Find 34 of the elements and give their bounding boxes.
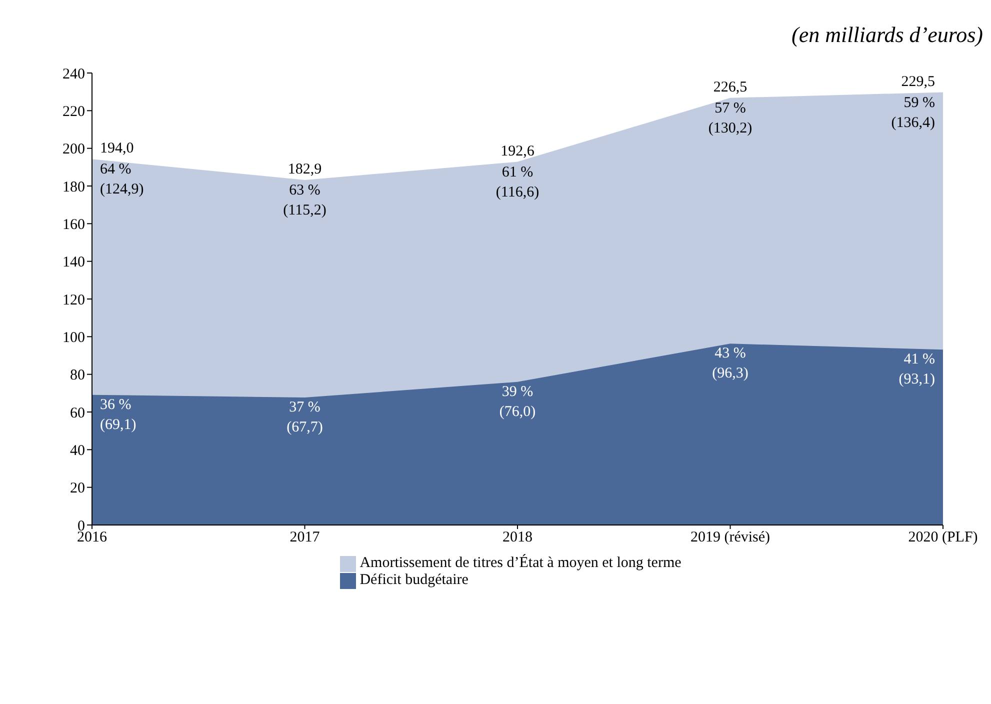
total-label: 182,9: [288, 162, 322, 178]
data-label: 41 % (93,1): [898, 352, 935, 388]
y-tick-label: 80: [70, 368, 85, 384]
y-tick-label: 180: [62, 179, 85, 196]
x-tick-label: 2019 (révisé): [690, 530, 770, 546]
data-label: 61 % (116,6): [496, 164, 540, 200]
x-tick-label: 2017: [290, 530, 320, 546]
data-label: 63 % (115,2): [283, 182, 326, 219]
data-label: 39 % (76,0): [499, 384, 536, 420]
legend-label: Amortissement de titres d’État à moyen et long terme: [360, 555, 682, 571]
data-label: 59 % (136,4): [891, 94, 935, 131]
total-label: 194,0: [100, 140, 134, 157]
y-tick-label: 20: [70, 480, 85, 497]
x-tick-label: 2018: [502, 530, 532, 546]
y-tick-label: 160: [62, 216, 85, 233]
total-label: 192,6: [500, 143, 535, 160]
y-tick-label: 100: [62, 330, 85, 346]
data-label: 57 % (130,2): [708, 100, 752, 136]
total-label: 229,5: [901, 74, 935, 90]
y-tick-label: 240: [62, 66, 85, 82]
x-tick-label: 2020 (PLF): [908, 530, 978, 546]
total-label: 226,5: [713, 79, 748, 96]
data-label: 36 % (69,1): [100, 396, 136, 433]
y-tick-label: 200: [62, 142, 85, 158]
data-label: 43 % (96,3): [712, 346, 748, 382]
data-label: 37 % (67,7): [286, 400, 323, 436]
text: (en milliards d’euros): [792, 22, 983, 48]
y-tick-label: 40: [70, 442, 85, 459]
y-tick-label: 220: [62, 104, 85, 120]
y-tick-label: 140: [62, 254, 85, 271]
y-tick-label: 120: [62, 292, 85, 308]
legend-label: Déficit budgétaire: [360, 572, 468, 588]
y-tick-label: 60: [70, 405, 85, 422]
data-label: 64 % (124,9): [100, 162, 144, 198]
